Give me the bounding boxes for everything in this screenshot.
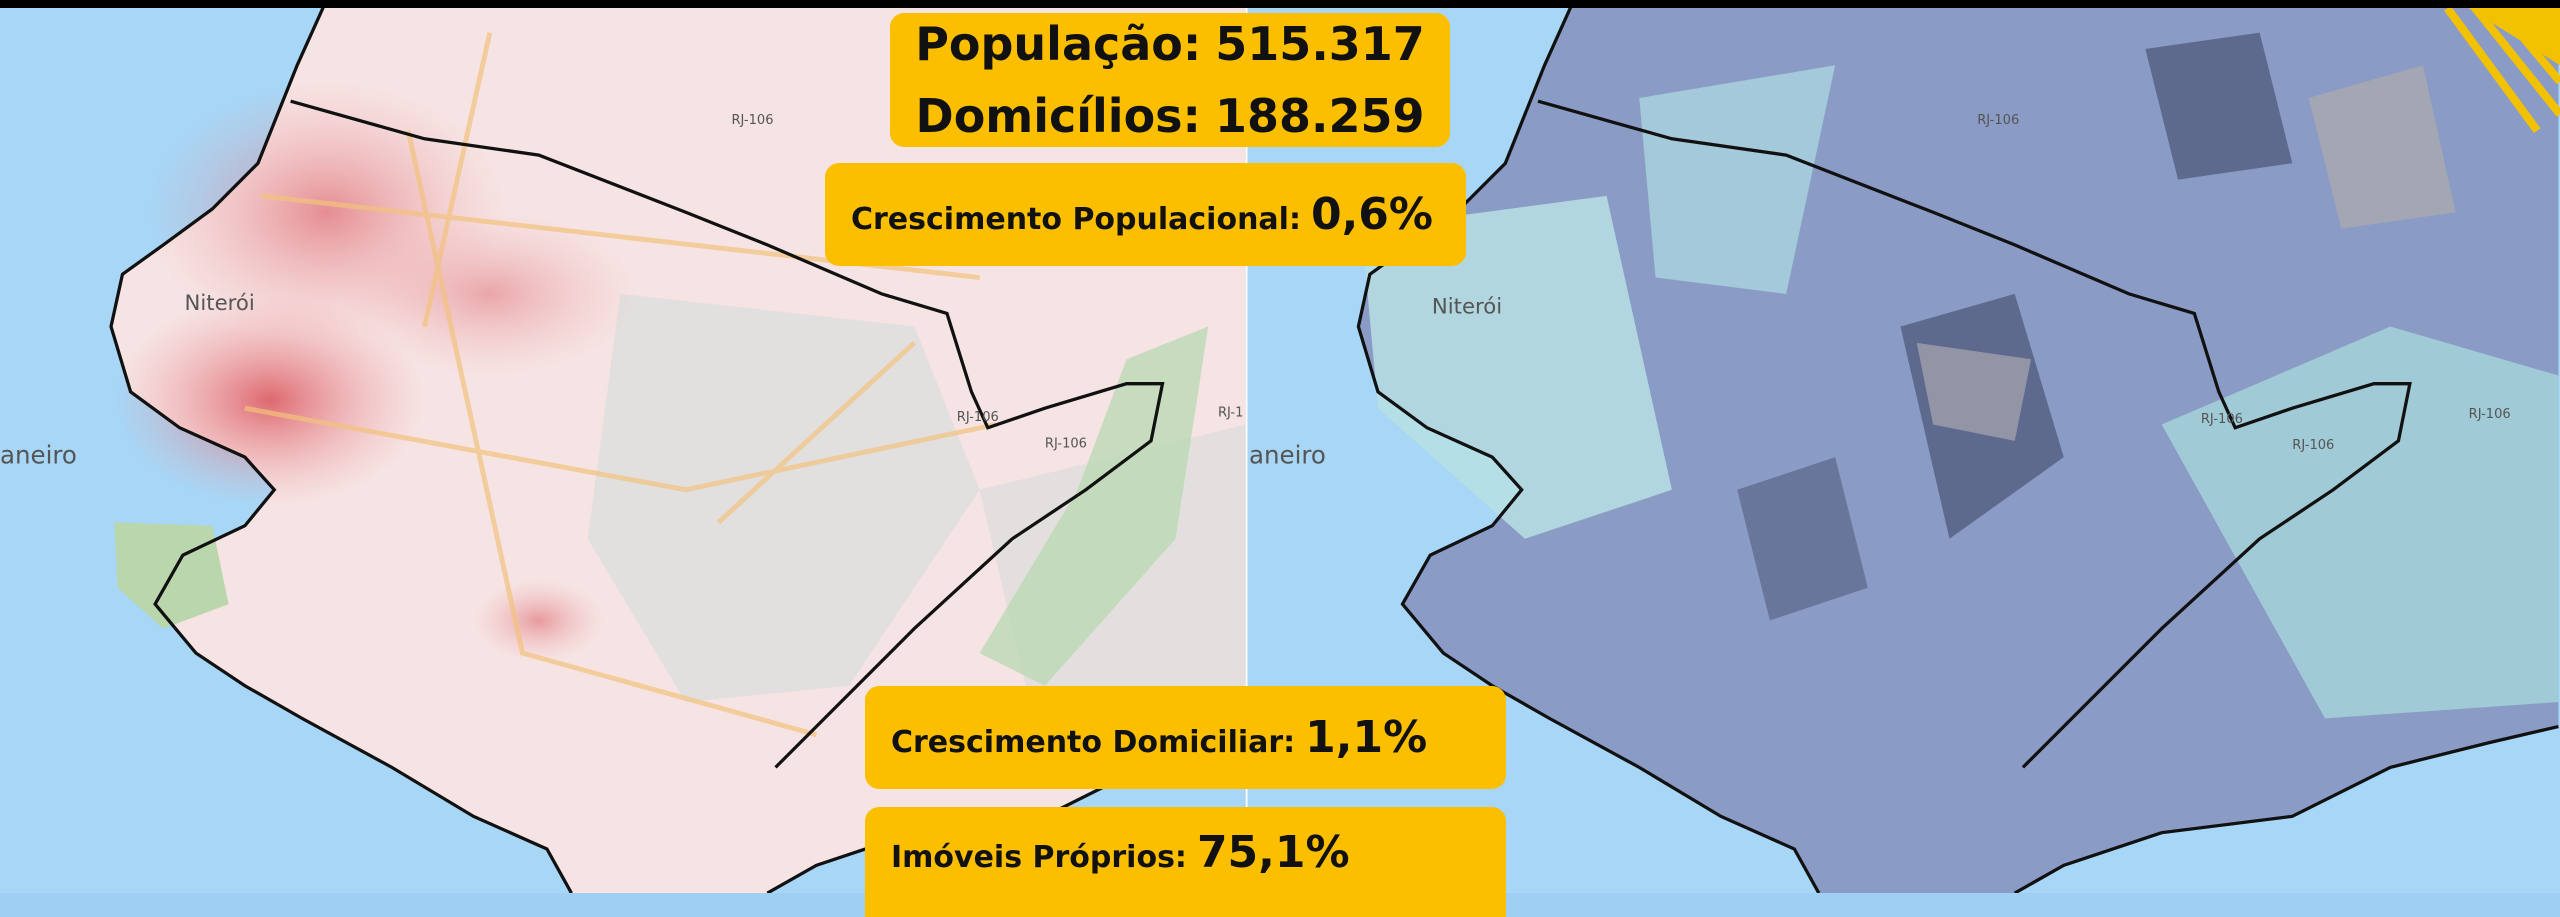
stat: Domicílios: 188.259 [916, 89, 1425, 143]
road-label: RJ-106 [1977, 113, 2019, 128]
stat-label: População: [915, 17, 1202, 71]
road-label: RJ-106 [2292, 438, 2334, 453]
stat: Crescimento Domiciliar: 1,1% [891, 712, 1506, 763]
stat-value: 515.317 [1215, 17, 1425, 71]
place-label: Niterói [1432, 294, 1502, 319]
stat-value: 188.259 [1214, 89, 1425, 143]
left-panel: Niterói aneiro RJ-106 RJ-106 RJ-106 RJ-1 [0, 0, 1246, 893]
road-label: RJ-106 [2201, 412, 2243, 427]
stat-value: 0,6% [1310, 189, 1433, 240]
stat-label: Imóveis Próprios: [891, 839, 1187, 875]
stat-label: Domicílios: [915, 89, 1201, 143]
place-label: aneiro [0, 441, 77, 470]
stat: Crescimento Populacional: 0,6% [851, 189, 1466, 240]
map: Niterói aneiro RJ-106 RJ-106 RJ-106 RJ-1 [0, 0, 2560, 893]
top-bar [0, 0, 2560, 8]
road-label: RJ-1 [1218, 405, 1243, 420]
road-label: RJ-106 [957, 410, 999, 425]
stat-box: População: 515.317 Domicílios: 188.259 [890, 13, 1450, 147]
map-scaled: Niterói aneiro RJ-106 RJ-106 RJ-106 RJ-1 [0, 0, 2560, 893]
road-label: RJ-106 [1045, 436, 1087, 451]
stat: Imóveis Próprios: 75,1% [891, 827, 1506, 878]
road-label: RJ-106 [2469, 407, 2511, 422]
stat-label: Crescimento Domiciliar: [891, 725, 1296, 760]
stat-label: Crescimento Populacional: [851, 202, 1301, 237]
stat-box: Imóveis Próprios: 75,1% [865, 807, 1506, 917]
stat-box: Crescimento Populacional: 0,6% [825, 163, 1466, 266]
stat-box: Crescimento Domiciliar: 1,1% [865, 686, 1506, 789]
stat: População: 515.317 [915, 17, 1425, 71]
stat-value: 75,1% [1196, 826, 1350, 878]
stat-value: 1,1% [1305, 712, 1428, 763]
place-label: aneiro [1249, 441, 1326, 470]
road-label: RJ-106 [731, 113, 773, 128]
place-label: Niterói [184, 291, 254, 316]
